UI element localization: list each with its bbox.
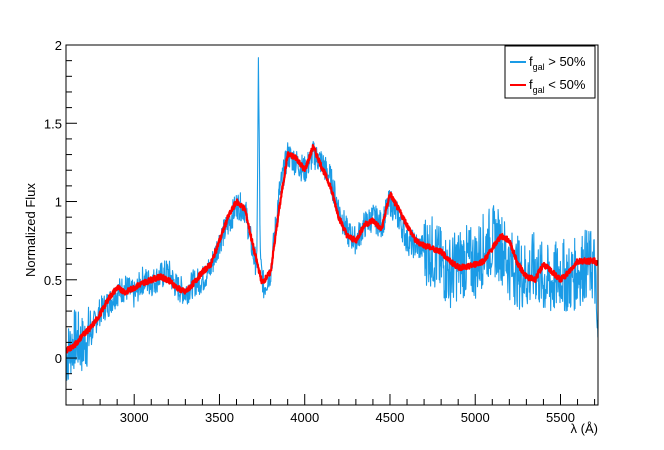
y-tick-label: 0.5 — [44, 273, 62, 288]
series-line-1 — [66, 57, 598, 381]
x-tick-label: 4000 — [290, 410, 319, 425]
series-layer — [66, 57, 598, 381]
x-axis-title: λ (Å) — [571, 421, 598, 436]
x-tick-label: 4500 — [376, 410, 405, 425]
x-tick-label: 3500 — [205, 410, 234, 425]
legend-box — [504, 45, 596, 99]
legend-label-series-1: fgal > 50% — [529, 54, 586, 72]
x-tick-label: 3000 — [120, 410, 149, 425]
plot-frame — [65, 44, 599, 406]
ticks-layer: 3000 3500 4000 4500 5000 5500 0 0.5 1 1.5 2 — [44, 38, 596, 425]
series-line-2 — [66, 144, 598, 354]
y-tick-label: 0 — [55, 351, 62, 366]
y-tick-label: 2 — [55, 38, 62, 53]
legend: fgal > 50% fgal < 50% — [504, 45, 596, 99]
y-axis-title: Normalized Flux — [23, 183, 38, 277]
y-tick-label: 1.5 — [44, 116, 62, 131]
x-tick-label: 5500 — [546, 410, 575, 425]
legend-label-series-2: fgal < 50% — [529, 77, 586, 95]
x-tick-label: 5000 — [461, 410, 490, 425]
y-tick-label: 1 — [55, 195, 62, 210]
